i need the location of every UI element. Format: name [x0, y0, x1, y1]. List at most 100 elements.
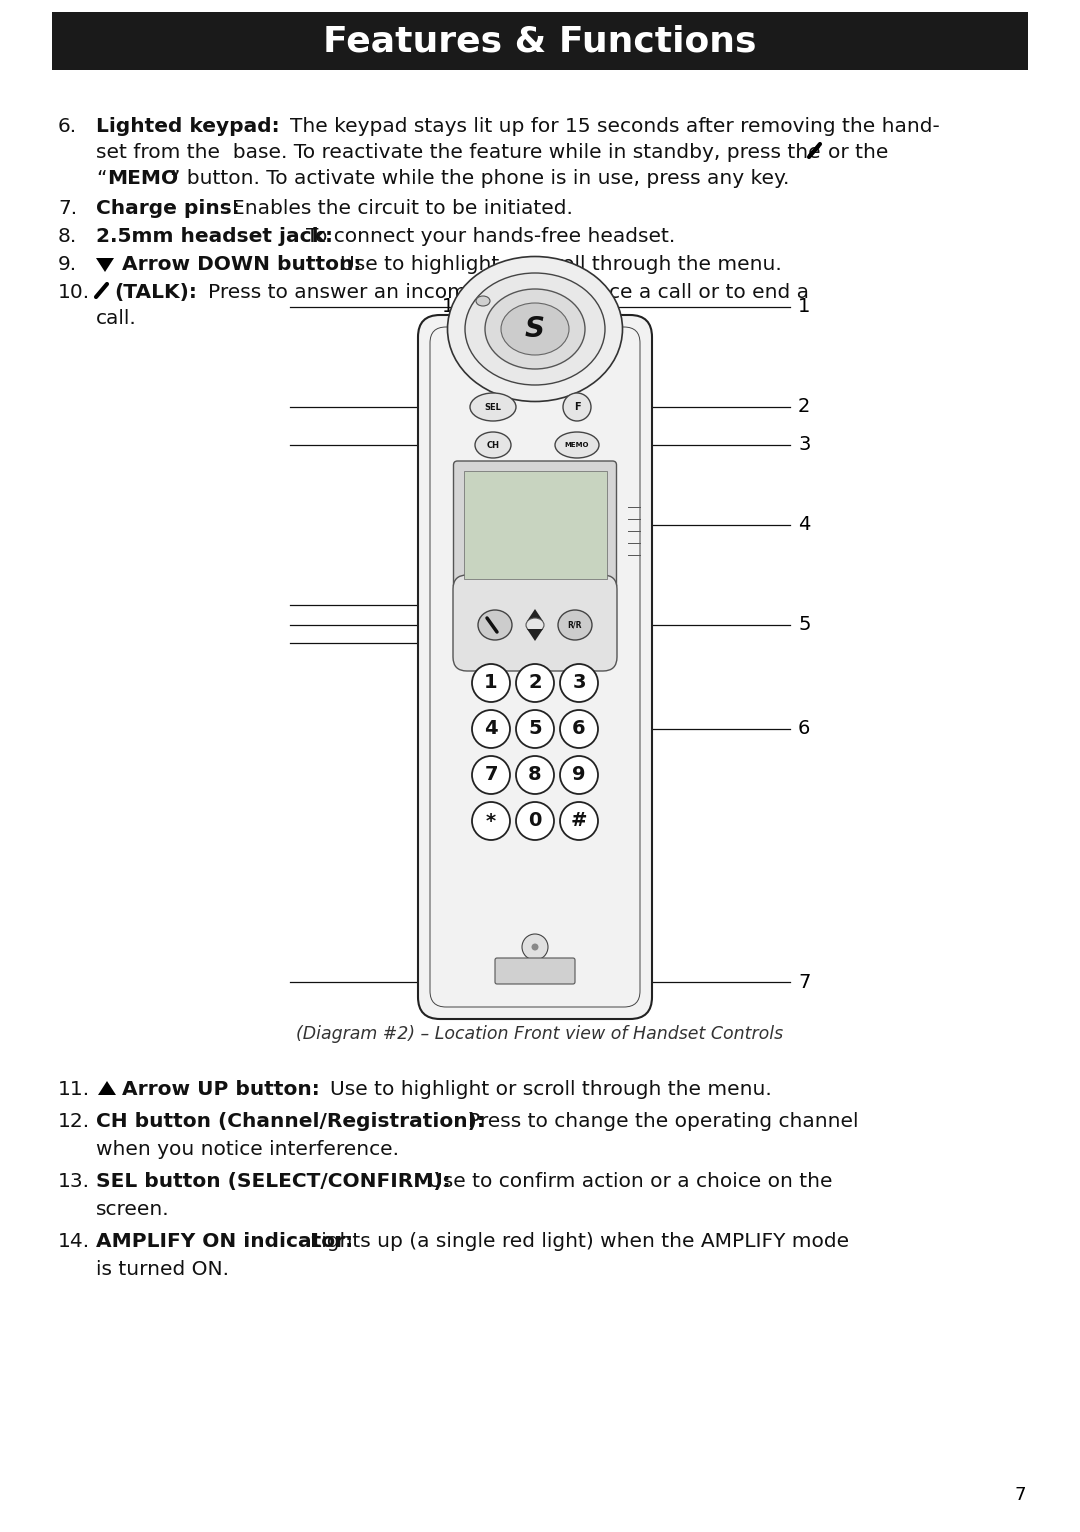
Text: “: “	[96, 169, 107, 188]
Text: 8: 8	[528, 766, 542, 784]
Text: 4: 4	[484, 720, 498, 738]
FancyBboxPatch shape	[453, 574, 617, 671]
Circle shape	[561, 709, 598, 748]
Text: 8: 8	[474, 973, 487, 991]
Text: 9: 9	[504, 634, 517, 653]
Text: Use to confirm action or a choice on the: Use to confirm action or a choice on the	[428, 1172, 833, 1190]
Text: MEMO: MEMO	[107, 169, 178, 188]
Text: SEL: SEL	[485, 403, 501, 412]
Text: Features & Functions: Features & Functions	[323, 25, 757, 58]
Text: To connect your hands-free headset.: To connect your hands-free headset.	[306, 227, 675, 247]
Ellipse shape	[447, 256, 622, 401]
Text: 9.: 9.	[58, 254, 77, 274]
Text: 7: 7	[798, 973, 810, 991]
FancyBboxPatch shape	[52, 12, 1028, 70]
Text: 2.5mm headset jack:: 2.5mm headset jack:	[96, 227, 333, 247]
Text: 2: 2	[798, 397, 810, 417]
Text: Press to answer an incoming call, to place a call or to end a: Press to answer an incoming call, to pla…	[208, 283, 809, 302]
Text: 7.: 7.	[58, 199, 77, 218]
Circle shape	[531, 944, 539, 950]
Ellipse shape	[475, 432, 511, 458]
Text: is turned ON.: is turned ON.	[96, 1259, 229, 1279]
Text: Enables the circuit to be initiated.: Enables the circuit to be initiated.	[232, 199, 572, 218]
Text: 11: 11	[488, 596, 513, 614]
Text: Use to highlight or scroll through the menu.: Use to highlight or scroll through the m…	[340, 254, 782, 274]
Text: 3: 3	[572, 674, 585, 692]
FancyBboxPatch shape	[495, 958, 575, 984]
Text: S: S	[525, 316, 545, 343]
Text: 9: 9	[572, 766, 585, 784]
Text: when you notice interference.: when you notice interference.	[96, 1140, 399, 1160]
Circle shape	[561, 755, 598, 794]
Polygon shape	[96, 257, 114, 273]
Text: ” button. To activate while the phone is in use, press any key.: ” button. To activate while the phone is…	[170, 169, 789, 188]
Text: #: #	[570, 812, 588, 830]
Text: 4: 4	[798, 515, 810, 535]
Circle shape	[472, 801, 510, 840]
Text: Use to highlight or scroll through the menu.: Use to highlight or scroll through the m…	[330, 1080, 772, 1098]
Text: 12: 12	[441, 435, 465, 455]
Text: 13: 13	[435, 397, 460, 417]
Circle shape	[561, 663, 598, 702]
Text: 1: 1	[484, 674, 498, 692]
Circle shape	[516, 709, 554, 748]
Circle shape	[472, 663, 510, 702]
Text: 8.: 8.	[58, 227, 78, 247]
Text: 5: 5	[798, 616, 810, 634]
Ellipse shape	[563, 394, 591, 421]
Text: The keypad stays lit up for 15 seconds after removing the hand-: The keypad stays lit up for 15 seconds a…	[291, 116, 940, 136]
Text: Arrow DOWN button:: Arrow DOWN button:	[122, 254, 362, 274]
Circle shape	[516, 663, 554, 702]
FancyBboxPatch shape	[418, 316, 652, 1019]
Text: CH button (Channel/Registration):: CH button (Channel/Registration):	[96, 1112, 485, 1131]
Text: F: F	[573, 401, 580, 412]
Text: 2: 2	[528, 674, 542, 692]
Text: 0: 0	[528, 812, 542, 830]
Text: 13.: 13.	[58, 1172, 90, 1190]
Text: Lighted keypad:: Lighted keypad:	[96, 116, 280, 136]
Text: (TALK):: (TALK):	[114, 283, 197, 302]
Text: 5: 5	[528, 720, 542, 738]
Ellipse shape	[476, 296, 490, 306]
Text: *: *	[486, 812, 496, 830]
Text: 14: 14	[442, 297, 467, 317]
Text: Lights up (a single red light) when the AMPLIFY mode: Lights up (a single red light) when the …	[310, 1232, 849, 1252]
Text: set from the  base. To reactivate the feature while in standby, press the: set from the base. To reactivate the fea…	[96, 142, 821, 162]
Text: screen.: screen.	[96, 1200, 170, 1219]
Text: 10: 10	[444, 616, 468, 634]
Text: 11.: 11.	[58, 1080, 90, 1098]
Ellipse shape	[555, 432, 599, 458]
Ellipse shape	[526, 617, 544, 633]
FancyBboxPatch shape	[463, 470, 607, 579]
Polygon shape	[98, 1082, 116, 1095]
Circle shape	[516, 755, 554, 794]
Text: 6.: 6.	[58, 116, 77, 136]
Text: 6: 6	[798, 720, 810, 738]
Text: R/R: R/R	[568, 620, 582, 630]
Text: CH: CH	[486, 441, 499, 449]
Text: 6: 6	[572, 720, 585, 738]
Polygon shape	[527, 610, 543, 620]
Text: 12.: 12.	[58, 1112, 90, 1131]
Text: 1: 1	[798, 297, 810, 317]
Ellipse shape	[465, 273, 605, 385]
Circle shape	[472, 709, 510, 748]
Ellipse shape	[470, 394, 516, 421]
FancyBboxPatch shape	[454, 461, 617, 588]
Text: (Diagram #2) – Location Front view of Handset Controls: (Diagram #2) – Location Front view of Ha…	[296, 1025, 784, 1043]
Text: AMPLIFY ON indicator:: AMPLIFY ON indicator:	[96, 1232, 353, 1252]
Ellipse shape	[485, 290, 585, 369]
Text: 3: 3	[798, 435, 810, 455]
Text: Arrow UP button:: Arrow UP button:	[122, 1080, 320, 1098]
Text: MEMO: MEMO	[565, 443, 590, 447]
Ellipse shape	[558, 610, 592, 640]
Circle shape	[516, 801, 554, 840]
Text: Charge pins:: Charge pins:	[96, 199, 240, 218]
Circle shape	[522, 935, 548, 961]
Ellipse shape	[478, 610, 512, 640]
Text: 7: 7	[1014, 1486, 1026, 1504]
Circle shape	[472, 755, 510, 794]
Text: 7: 7	[484, 766, 498, 784]
Text: 10.: 10.	[58, 283, 90, 302]
Text: or the: or the	[828, 142, 889, 162]
